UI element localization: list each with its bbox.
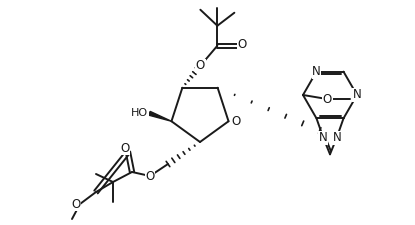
Polygon shape (149, 111, 171, 121)
Text: O: O (145, 169, 155, 182)
Text: N: N (319, 131, 327, 144)
Text: O: O (71, 198, 81, 211)
Text: HO: HO (131, 108, 148, 118)
Text: O: O (120, 142, 129, 155)
Text: O: O (231, 115, 240, 128)
Text: N: N (353, 88, 361, 101)
Text: N: N (312, 65, 321, 78)
Text: N: N (332, 131, 341, 144)
Text: O: O (238, 38, 247, 51)
Text: O: O (196, 59, 205, 72)
Text: O: O (323, 92, 332, 106)
